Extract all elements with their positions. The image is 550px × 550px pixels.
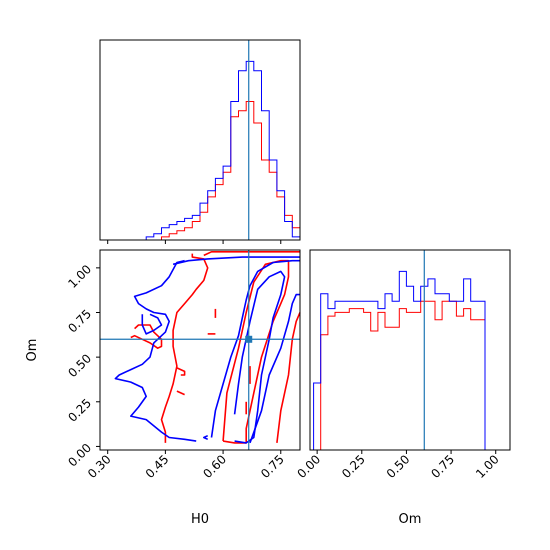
contour-line-series_a bbox=[176, 390, 185, 396]
histogram-om-step-series_b bbox=[313, 270, 500, 451]
contour-line-series_a bbox=[176, 367, 186, 376]
contour-line-series_a bbox=[222, 259, 290, 444]
contour-line-series_b bbox=[141, 313, 163, 335]
contour-frame bbox=[99, 249, 301, 451]
contour-line-series_b bbox=[114, 259, 197, 442]
histogram-h0-panel bbox=[99, 39, 301, 244]
contour-line-series_b bbox=[203, 434, 209, 441]
contour-xlabel: H0 bbox=[191, 512, 209, 527]
contour-lines bbox=[100, 250, 301, 450]
contour-line-series_b bbox=[249, 293, 300, 444]
contour-line-series_a bbox=[160, 253, 209, 443]
histogram-h0-ticks bbox=[107, 240, 282, 244]
histogram-h0-step-series_b bbox=[100, 60, 301, 241]
histogram-om-step-series_a bbox=[313, 300, 500, 451]
contour-line-series_a bbox=[130, 324, 163, 350]
contour-line-series_a bbox=[203, 251, 300, 257]
histogram-om-series bbox=[313, 250, 500, 451]
contour-ylabel: Om bbox=[25, 339, 40, 362]
contour-line-series_b bbox=[172, 256, 300, 266]
histogram-om-xlabel: Om bbox=[399, 512, 422, 527]
histogram-h0-frame bbox=[99, 39, 301, 241]
histogram-om-frame bbox=[309, 249, 511, 451]
truth-marker bbox=[245, 335, 253, 343]
contour-line-series_b bbox=[210, 259, 300, 438]
contour-line-series_a bbox=[276, 312, 301, 443]
